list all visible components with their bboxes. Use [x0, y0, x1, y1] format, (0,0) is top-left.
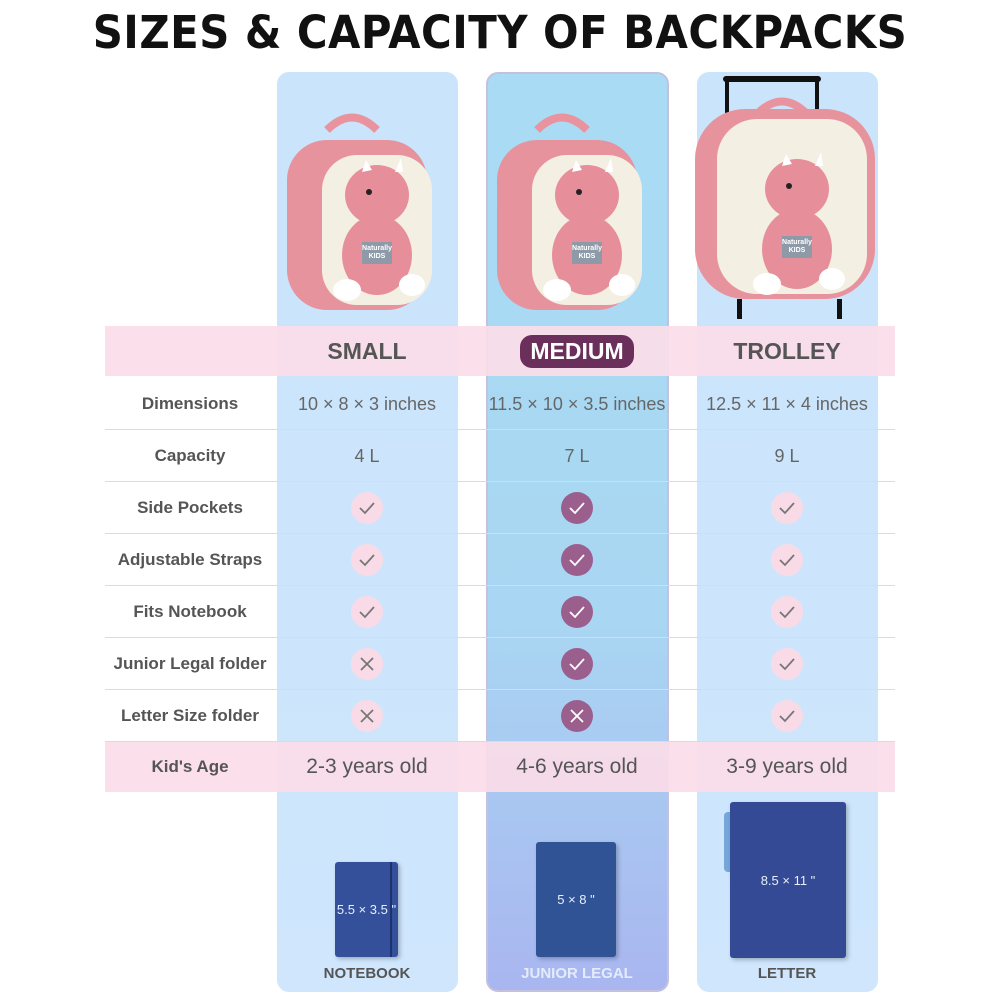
cell-value: 12.5 × 11 × 4 inches [706, 393, 868, 414]
row-divider [105, 741, 895, 742]
table-cell [695, 586, 879, 638]
table-cell [275, 534, 459, 586]
header-band [105, 326, 895, 376]
table-cell: 12.5 × 11 × 4 inches [695, 378, 879, 430]
table-cell [695, 638, 879, 690]
table-cell [485, 638, 669, 690]
check-icon [351, 596, 383, 628]
table-cell: 4 L [275, 430, 459, 482]
table-cell [275, 586, 459, 638]
column-header-label: TROLLEY [733, 337, 841, 364]
check-icon [771, 700, 803, 732]
table-cell: 9 L [695, 430, 879, 482]
age-value: 3-9 years old [726, 755, 848, 778]
table-cell [275, 638, 459, 690]
item-label: LETTER [757, 965, 817, 982]
brand-badge: Naturally KIDS [572, 242, 602, 264]
table-cell: 11.5 × 10 × 3.5 inches [485, 378, 669, 430]
table-cell: 7 L [485, 430, 669, 482]
column-header-label: SMALL [327, 337, 407, 364]
age-value: 4-6 years old [516, 755, 638, 778]
row-label: Adjustable Straps [117, 550, 263, 569]
table-cell [485, 690, 669, 742]
item-notebook: 5.5 × 3.5 " [335, 862, 398, 957]
check-icon [771, 596, 803, 628]
row-label: Dimensions [141, 394, 239, 413]
table-cell [485, 586, 669, 638]
check-icon [771, 544, 803, 576]
check-icon [351, 492, 383, 524]
item-size: 5 × 8 " [557, 892, 595, 907]
column-header-label: MEDIUM [520, 334, 634, 368]
column-header-trolley: TROLLEY [697, 326, 877, 376]
item-label: NOTEBOOK [323, 965, 411, 982]
item-letter: 8.5 × 11 " [730, 802, 846, 958]
cross-icon [351, 648, 383, 680]
age-value: 2-3 years old [306, 755, 428, 778]
row-divider [105, 533, 895, 534]
check-icon [771, 492, 803, 524]
table-cell [275, 482, 459, 534]
cell-value: 9 L [774, 445, 800, 466]
check-icon [561, 648, 593, 680]
table-cell: 10 × 8 × 3 inches [275, 378, 459, 430]
brand-badge: Naturally KIDS [782, 236, 812, 258]
check-icon [561, 492, 593, 524]
column-header-small: SMALL [277, 326, 457, 376]
row-divider [105, 481, 895, 482]
brand-badge: Naturally KIDS [362, 242, 392, 264]
item-label: JUNIOR LEGAL [521, 965, 633, 982]
row-divider [105, 689, 895, 690]
check-icon [561, 596, 593, 628]
table-cell [485, 534, 669, 586]
cross-icon [561, 700, 593, 732]
check-icon [351, 544, 383, 576]
row-label: Side Pockets [137, 498, 243, 517]
column-header-medium: MEDIUM [487, 326, 667, 376]
cell-value: 4 L [354, 445, 380, 466]
table-cell [695, 534, 879, 586]
item-size: 8.5 × 11 " [760, 872, 816, 888]
row-divider [105, 429, 895, 430]
table-cell [485, 482, 669, 534]
backpack-image-medium: Naturally KIDS [477, 70, 677, 320]
table-cell [275, 690, 459, 742]
row-divider [105, 637, 895, 638]
table-cell [695, 690, 879, 742]
row-label: Capacity [154, 446, 226, 465]
age-label: Kid's Age [151, 757, 229, 776]
backpack-image-small: Naturally KIDS [267, 70, 467, 320]
check-icon [771, 648, 803, 680]
item-size: 5.5 × 3.5 " [336, 902, 397, 917]
row-label: Junior Legal folder [113, 654, 267, 673]
backpack-image-trolley: Naturally KIDS [687, 74, 887, 324]
row-divider [105, 585, 895, 586]
cell-value: 11.5 × 10 × 3.5 inches [488, 393, 666, 414]
cell-value: 10 × 8 × 3 inches [297, 393, 437, 414]
table-cell [695, 482, 879, 534]
page-title: SIZES & CAPACITY OF BACKPACKS [92, 6, 908, 59]
age-band [105, 742, 895, 792]
row-label: Letter Size folder [121, 706, 259, 725]
cross-icon [351, 700, 383, 732]
row-label: Fits Notebook [133, 602, 247, 621]
elastic-band [390, 862, 392, 957]
check-icon [561, 544, 593, 576]
cell-value: 7 L [564, 445, 590, 466]
item-junior-legal: 5 × 8 " [536, 842, 616, 957]
